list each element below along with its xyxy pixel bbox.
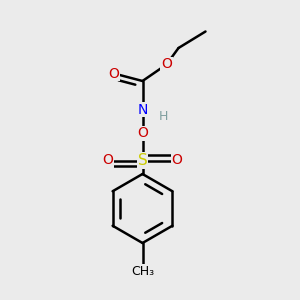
Text: O: O (109, 67, 119, 80)
Text: S: S (138, 153, 147, 168)
Text: O: O (137, 127, 148, 140)
Text: CH₃: CH₃ (131, 265, 154, 278)
Text: O: O (161, 58, 172, 71)
Text: O: O (172, 154, 182, 167)
Text: N: N (137, 103, 148, 116)
Text: O: O (103, 154, 113, 167)
Text: H: H (159, 110, 168, 124)
